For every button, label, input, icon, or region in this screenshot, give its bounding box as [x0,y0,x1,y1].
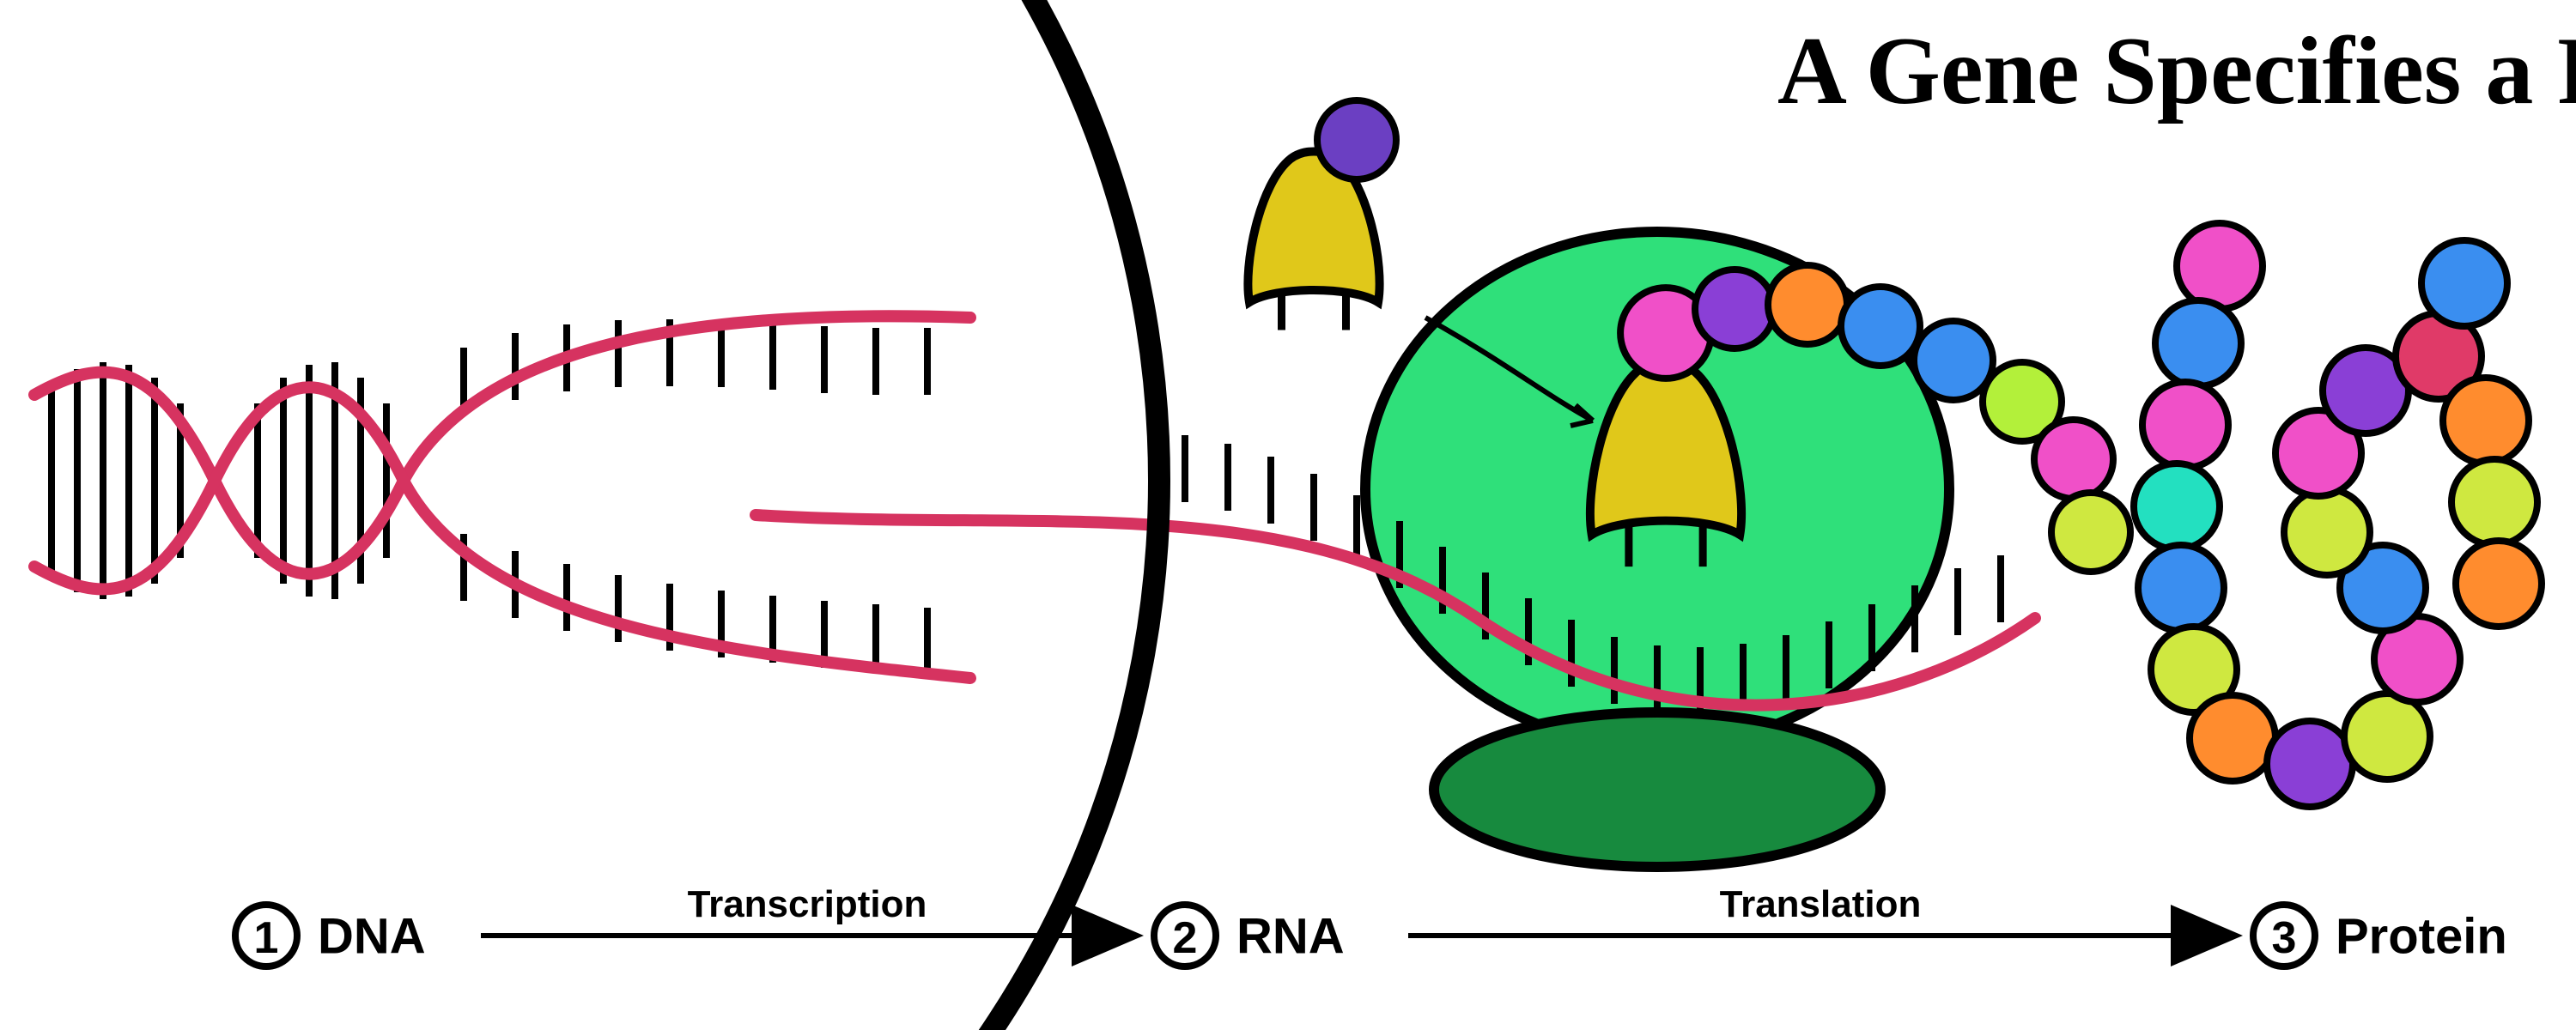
protein-residue [2155,300,2241,386]
polypeptide-residue [1768,265,1847,344]
trna-amino-acid [1317,100,1396,179]
protein-residue [2284,489,2370,575]
polypeptide-residue [1914,321,1993,400]
ribosome-small-subunit [1434,712,1880,867]
protein-residue [2344,694,2430,779]
step-number: 1 [254,913,279,963]
diagram-title: A Gene Specifies a Protein [1777,18,2576,124]
process-label: Translation [1720,883,1922,925]
protein-residue [2267,721,2353,807]
polypeptide-residue [1695,270,1774,348]
protein-residue [2443,378,2529,464]
protein-residue [2190,695,2275,781]
protein-residue [2142,382,2228,468]
protein-residue [2456,541,2542,627]
polypeptide-residue [2051,493,2130,572]
protein-residue [2134,464,2220,549]
protein-residue [2451,459,2537,545]
step-label: RNA [1236,908,1345,964]
protein-residue [2177,223,2263,309]
polypeptide-residue [1841,287,1920,366]
step-number: 3 [2272,913,2297,963]
step-label: DNA [318,908,426,964]
process-label: Transcription [688,883,927,925]
protein-residue [2138,545,2224,631]
step-number: 2 [1173,913,1198,963]
protein-residue [2421,240,2507,326]
polypeptide-residue [2034,420,2113,499]
step-label: Protein [2336,908,2507,964]
